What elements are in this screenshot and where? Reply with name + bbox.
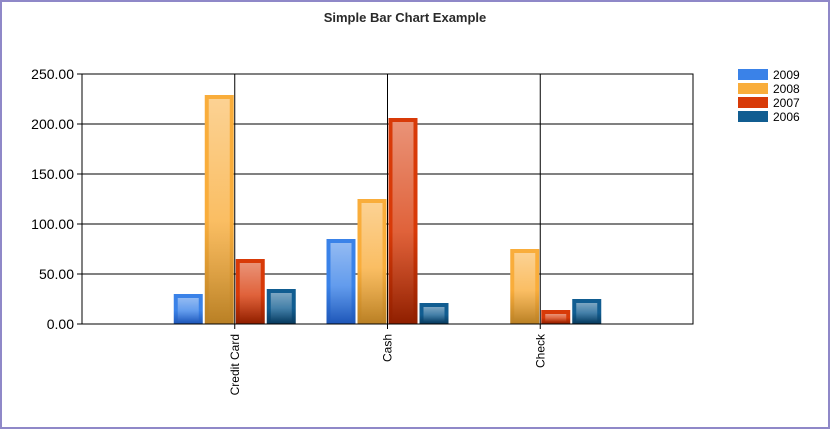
chart-title: Simple Bar Chart Example <box>324 10 487 25</box>
y-tick-label: 150.00 <box>31 166 74 182</box>
bar-highlight <box>576 303 598 322</box>
legend-swatch-2006 <box>738 111 768 122</box>
bar-highlight <box>392 122 414 322</box>
y-tick-label: 100.00 <box>31 216 74 232</box>
legend-label: 2009 <box>773 68 800 82</box>
y-tick-label: 200.00 <box>31 116 74 132</box>
x-axis-ticks: Credit Card Cash Check <box>228 333 548 395</box>
legend-swatch-2007 <box>738 97 768 108</box>
x-tick-label: Cash <box>381 334 395 362</box>
bar-highlight <box>239 263 261 322</box>
legend-swatch-2009 <box>738 69 768 80</box>
grid-lines <box>82 73 693 329</box>
bars <box>173 95 602 324</box>
legend-swatch-2008 <box>738 83 768 94</box>
bar-highlight <box>545 314 567 322</box>
x-tick-label: Check <box>533 333 547 368</box>
y-tick-label: 250.00 <box>31 66 74 82</box>
bar-highlight <box>361 203 383 322</box>
legend-label: 2008 <box>773 82 800 96</box>
y-tick-label: 50.00 <box>39 266 74 282</box>
bar-highlight <box>514 253 536 322</box>
bar-highlight <box>177 298 199 322</box>
legend-label: 2007 <box>773 96 800 110</box>
y-tick-label: 0.00 <box>47 316 74 332</box>
bar-highlight <box>330 243 352 322</box>
axes <box>77 73 694 325</box>
plot-border <box>81 73 694 325</box>
bar-highlight <box>208 99 230 322</box>
y-axis-ticks: 0.00 50.00 100.00 150.00 200.00 250.00 <box>31 66 74 332</box>
legend-label: 2006 <box>773 110 800 124</box>
x-tick-label: Credit Card <box>228 334 242 395</box>
bar-highlight <box>423 307 445 322</box>
bar-highlight <box>270 293 292 322</box>
